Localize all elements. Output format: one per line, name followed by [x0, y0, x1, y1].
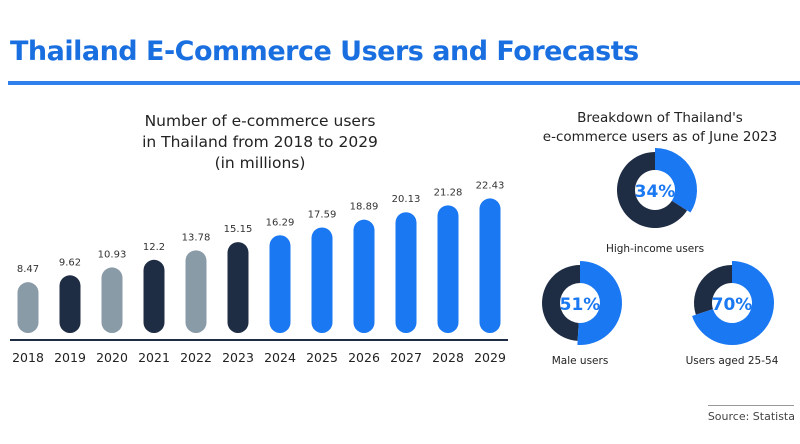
bar-chart-title-line: in Thailand from 2018 to 2029 [142, 133, 378, 151]
donut-chart: 51% Male users [541, 261, 622, 367]
bar-2023 [227, 242, 249, 333]
donut-value-slice [655, 148, 698, 213]
bar-2021 [143, 259, 165, 333]
bar-chart: 8.47 2018 9.62 2019 10.93 2020 12.2 2021 13.78 20… [12, 180, 506, 365]
bar-2020 [101, 267, 123, 333]
source-divider [708, 405, 794, 406]
x-tick-label: 2023 [222, 350, 254, 365]
x-tick-label: 2028 [432, 350, 464, 365]
bar-chart-title-line: (in millions) [214, 154, 306, 172]
donut-percent-label: 70% [712, 295, 753, 315]
x-tick-label: 2026 [348, 350, 380, 365]
x-tick-label: 2029 [474, 350, 506, 365]
donut-remainder-slice [541, 265, 580, 341]
x-tick-label: 2021 [138, 350, 170, 365]
bar-value-label: 17.59 [308, 209, 337, 220]
bar-chart-title: Number of e-commerce users in Thailand f… [100, 111, 420, 174]
bar-value-label: 15.15 [224, 224, 253, 235]
bar-2029 [479, 198, 501, 333]
donut-chart: 34% High-income users [606, 148, 704, 255]
bar-value-label: 20.13 [392, 194, 421, 205]
bar-chart-title-line: Number of e-commerce users [144, 112, 376, 130]
bar-value-label: 18.89 [350, 202, 379, 213]
bar-2022 [185, 250, 207, 333]
bar-2028 [437, 205, 459, 333]
bar-2025 [311, 227, 333, 333]
donut-remainder-slice [617, 152, 688, 229]
donut-section-title-line: Breakdown of Thailand's [577, 110, 743, 126]
x-tick-label: 2024 [264, 350, 296, 365]
donut-section-title-line: e-commerce users as of June 2023 [542, 129, 778, 145]
bar-value-label: 10.93 [98, 249, 127, 260]
bar-2018 [17, 282, 39, 333]
source-note: Source: Statista [707, 410, 795, 423]
bar-2019 [59, 275, 81, 333]
bar-2027 [395, 212, 417, 333]
bar-value-label: 9.62 [59, 257, 81, 268]
x-tick-label: 2020 [96, 350, 128, 365]
x-tick-label: 2022 [180, 350, 212, 365]
page-title: Thailand E-Commerce Users and Forecasts [10, 36, 639, 67]
donut-category-label: Users aged 25-54 [686, 355, 779, 367]
bar-2024 [269, 235, 291, 333]
bar-value-label: 12.2 [143, 242, 165, 253]
donut-remainder-slice [694, 265, 732, 315]
bar-value-label: 8.47 [17, 264, 39, 275]
bar-value-label: 22.43 [476, 180, 505, 191]
donut-chart: 70% Users aged 25-54 [686, 261, 779, 367]
x-tick-label: 2019 [54, 350, 86, 365]
bar-2026 [353, 219, 375, 333]
x-tick-label: 2027 [390, 350, 422, 365]
bar-value-label: 21.28 [434, 187, 463, 198]
donut-category-label: High-income users [606, 243, 704, 255]
donut-section-title: Breakdown of Thailand's e-commerce users… [520, 109, 800, 147]
x-tick-label: 2025 [306, 350, 338, 365]
donut-percent-label: 34% [635, 182, 676, 202]
donut-category-label: Male users [552, 355, 609, 367]
bar-value-label: 16.29 [266, 217, 295, 228]
bar-value-label: 13.78 [182, 232, 211, 243]
donut-percent-label: 51% [560, 295, 601, 315]
x-tick-label: 2018 [12, 350, 44, 365]
donut-value-slice [692, 261, 774, 345]
title-underline [8, 81, 800, 85]
donut-value-slice [577, 261, 622, 345]
donut-charts: 34% High-income users 51% Male users 70% User… [541, 148, 779, 367]
